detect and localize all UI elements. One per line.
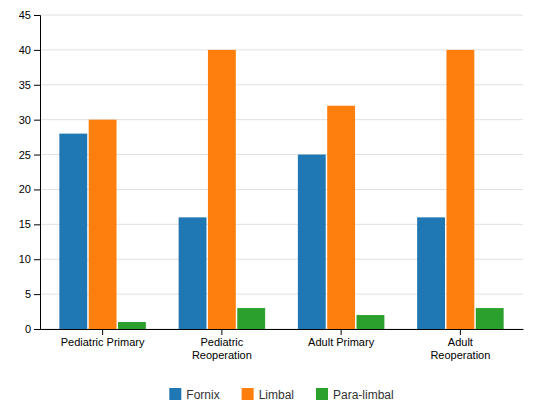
y-tick: 0 [25, 323, 40, 335]
bar [327, 106, 355, 329]
y-tick: 30 [19, 114, 40, 126]
y-tick-mark [34, 329, 40, 330]
y-tick-label: 5 [25, 288, 31, 300]
y-axis-line [34, 16, 41, 330]
bar [476, 308, 504, 329]
y-tick-label: 20 [19, 183, 31, 195]
y-tick-label: 15 [19, 218, 31, 230]
x-tick-label: Pediatric Primary [61, 336, 145, 348]
x-tick-mark [341, 329, 342, 335]
x-tick: Adult Primary [308, 329, 375, 348]
bar [237, 308, 265, 329]
x-tick-mark [460, 329, 461, 335]
y-tick-mark [34, 85, 40, 86]
legend: Fornix Limbal Para-limbal [169, 388, 393, 402]
bar [179, 217, 207, 329]
y-tick-mark [34, 259, 40, 260]
bar-series [118, 308, 504, 329]
y-tick-mark [34, 294, 40, 295]
bars [59, 50, 503, 329]
y-tick-mark [34, 189, 40, 190]
grid-line [40, 15, 523, 16]
y-axis: 0 5 10 15 20 25 30 35 40 45 [19, 9, 41, 335]
y-tick-label: 45 [19, 9, 31, 21]
x-tick-mark [221, 329, 222, 335]
y-tick-mark [34, 224, 40, 225]
y-tick-label: 35 [19, 79, 31, 91]
x-tick: PediatricReoperation [192, 329, 252, 361]
legend-item: Limbal [242, 388, 294, 402]
y-tick-label: 10 [19, 253, 31, 265]
x-tick: Pediatric Primary [61, 329, 145, 348]
bar [208, 50, 236, 329]
y-tick: 35 [19, 79, 40, 91]
bar [118, 322, 146, 329]
y-tick-label: 40 [19, 44, 31, 56]
bar [89, 120, 117, 329]
bar-series [59, 134, 445, 329]
bar [417, 217, 445, 329]
x-tick-label-line: Pediatric Primary [61, 336, 145, 348]
x-tick-label: PediatricReoperation [192, 336, 252, 361]
y-tick-label: 25 [19, 149, 31, 161]
chart: 0 5 10 15 20 25 30 35 40 45 Pediatric Primary Pedia… [0, 0, 538, 411]
bar [446, 50, 474, 329]
y-tick-label: 0 [25, 323, 31, 335]
legend-label: Para-limbal [333, 388, 394, 402]
legend-swatch [242, 388, 254, 400]
y-tick-mark [34, 15, 40, 16]
legend-label: Fornix [186, 388, 219, 402]
x-tick-label-line: Adult Primary [308, 336, 375, 348]
x-tick-mark [102, 329, 103, 335]
legend-swatch [316, 388, 328, 400]
x-axis-line [41, 329, 524, 330]
bar [357, 315, 385, 329]
legend-item: Fornix [169, 388, 219, 402]
x-tick-label: Adult Primary [308, 336, 375, 348]
y-tick: 40 [19, 44, 40, 56]
legend-swatch [169, 388, 181, 400]
x-tick: AdultReoperation [430, 329, 490, 361]
legend-label: Limbal [259, 388, 294, 402]
y-tick: 5 [25, 288, 40, 300]
y-tick-mark [34, 155, 40, 156]
y-tick-mark [34, 120, 40, 121]
x-tick-label-line: Adult [448, 336, 473, 348]
x-tick-label-line: Reoperation [192, 349, 252, 361]
y-tick-mark [34, 50, 40, 51]
y-tick: 15 [19, 218, 40, 230]
y-tick: 10 [19, 253, 40, 265]
grid [40, 15, 523, 329]
y-tick: 25 [19, 149, 40, 161]
plot: 0 5 10 15 20 25 30 35 40 45 Pediatric Primary Pedia… [19, 9, 524, 361]
x-tick-label-line: Reoperation [430, 349, 490, 361]
y-tick-label: 30 [19, 114, 31, 126]
x-tick-label-line: Pediatric [200, 336, 243, 348]
x-tick-label: AdultReoperation [430, 336, 490, 361]
bar [59, 134, 87, 329]
bar-series [89, 50, 475, 329]
legend-item: Para-limbal [316, 388, 394, 402]
y-tick: 45 [19, 9, 40, 21]
y-tick: 20 [19, 183, 40, 195]
x-axis: Pediatric PrimaryPediatricReoperationAdu… [41, 329, 524, 361]
bar [298, 155, 326, 329]
